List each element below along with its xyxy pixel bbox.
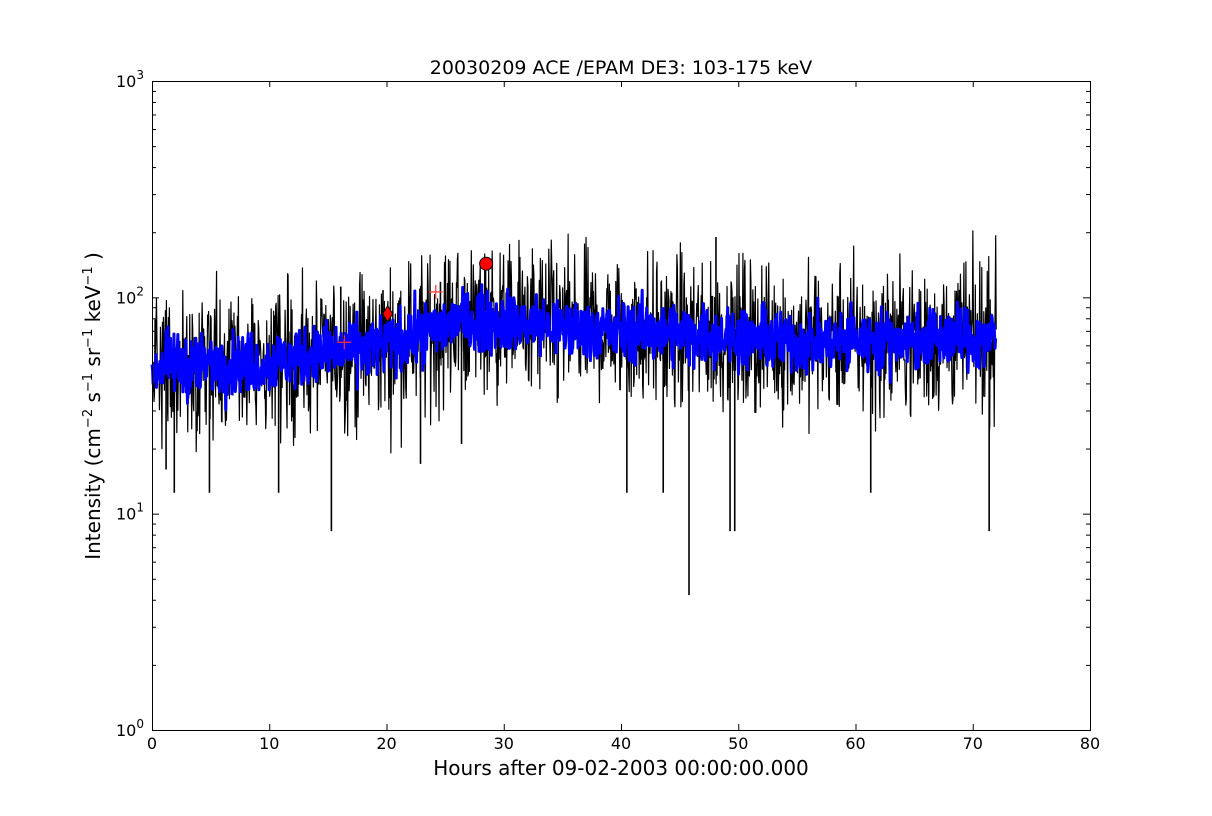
y-tick-label: 103 [116, 68, 144, 91]
peak-circle-marker [479, 256, 494, 271]
x-tick-label: 40 [611, 734, 631, 753]
smoothed-intensity-series [150, 283, 998, 412]
y-tick-label: 100 [116, 717, 144, 740]
x-axis-ticks: 0 10 20 30 40 50 60 70 80 [147, 81, 1100, 753]
y-tick-label: 102 [116, 284, 144, 307]
x-tick-label: 70 [963, 734, 983, 753]
event-markers [337, 256, 494, 350]
y-axis-label: Intensity (cm−2 s−1 sr−1 keV−1 ) [81, 252, 105, 560]
onset-diamond-marker [382, 304, 394, 323]
x-axis-label: Hours after 09-02-2003 00:00:00.000 [433, 756, 809, 780]
smoothed-intensity-line [150, 283, 998, 412]
plus-marker [337, 335, 352, 350]
x-tick-label: 30 [494, 734, 514, 753]
plot-area [150, 230, 998, 596]
x-tick-label: 50 [728, 734, 748, 753]
x-tick-label: 60 [845, 734, 865, 753]
chart-title: 20030209 ACE /EPAM DE3: 103-175 keV [430, 57, 812, 79]
x-tick-label: 0 [147, 734, 157, 753]
x-tick-label: 80 [1080, 734, 1100, 753]
y-tick-label: 101 [116, 501, 144, 524]
x-tick-label: 10 [259, 734, 279, 753]
y-axis-ticks: 100 101 102 103 [116, 68, 1090, 740]
x-tick-label: 20 [376, 734, 396, 753]
plus-marker [428, 284, 443, 299]
